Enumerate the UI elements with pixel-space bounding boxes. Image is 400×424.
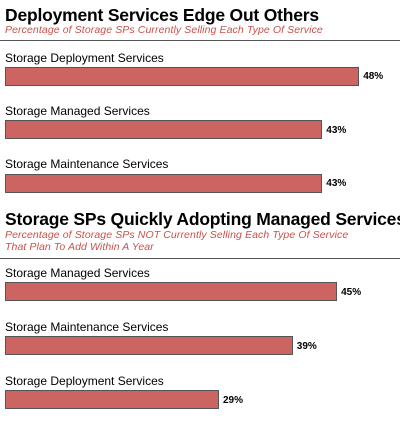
category-label: Storage Maintenance Services: [5, 157, 169, 171]
chart-subtitle: Percentage of Storage SPs Currently Sell…: [5, 24, 323, 36]
divider: [0, 258, 400, 259]
bar: [5, 390, 219, 409]
chart-title: Deployment Services Edge Out Others: [5, 5, 319, 25]
bar: [5, 120, 323, 139]
chart-deployment-services: Deployment Services Edge Out Others Perc…: [0, 0, 400, 200]
value-label: 43%: [326, 178, 347, 189]
value-label: 45%: [341, 287, 362, 298]
bar: [5, 336, 293, 355]
divider: [0, 40, 400, 41]
bar: [5, 174, 323, 193]
value-label: 43%: [326, 125, 347, 136]
value-label: 29%: [223, 395, 244, 406]
category-label: Storage Managed Services: [5, 104, 150, 118]
category-label: Storage Deployment Services: [5, 51, 164, 65]
chart-subtitle-line-2: That Plan To Add Within A Year: [5, 241, 154, 253]
value-label: 39%: [296, 341, 317, 352]
chart-title: Storage SPs Quickly Adopting Managed Ser…: [5, 209, 400, 229]
value-label: 48%: [363, 71, 384, 82]
category-label: Storage Deployment Services: [5, 374, 164, 388]
category-label: Storage Managed Services: [5, 266, 150, 280]
bar: [5, 67, 360, 86]
chart-subtitle-line-1: Percentage of Storage SPs NOT Currently …: [5, 229, 349, 241]
category-label: Storage Maintenance Services: [5, 320, 169, 334]
bar: [5, 282, 338, 301]
